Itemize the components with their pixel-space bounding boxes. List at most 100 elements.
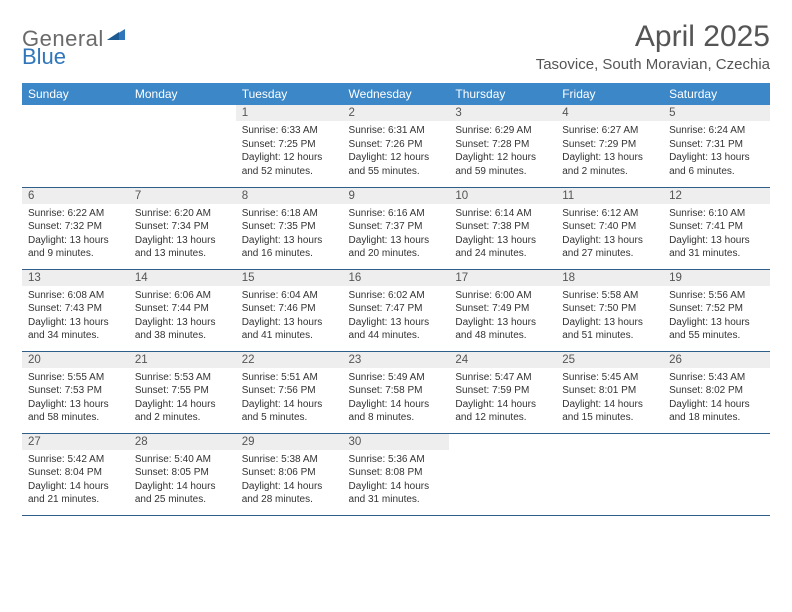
day-details: Sunrise: 6:02 AMSunset: 7:47 PMDaylight:… — [343, 286, 450, 347]
day-details: Sunrise: 6:12 AMSunset: 7:40 PMDaylight:… — [556, 204, 663, 265]
day-details: Sunrise: 6:14 AMSunset: 7:38 PMDaylight:… — [449, 204, 556, 265]
day-details: Sunrise: 6:16 AMSunset: 7:37 PMDaylight:… — [343, 204, 450, 265]
page-header: General April 2025 Tasovice, South Morav… — [22, 20, 770, 73]
day-number: 5 — [663, 105, 770, 121]
day-details: Sunrise: 5:51 AMSunset: 7:56 PMDaylight:… — [236, 368, 343, 429]
day-number: 15 — [236, 270, 343, 286]
day-details: Sunrise: 5:45 AMSunset: 8:01 PMDaylight:… — [556, 368, 663, 429]
weekday-header: Tuesday — [236, 83, 343, 105]
day-number: 29 — [236, 434, 343, 450]
day-number: 4 — [556, 105, 663, 121]
day-number: 7 — [129, 188, 236, 204]
day-number: 22 — [236, 352, 343, 368]
day-details: Sunrise: 5:55 AMSunset: 7:53 PMDaylight:… — [22, 368, 129, 429]
day-number: 21 — [129, 352, 236, 368]
day-number: 26 — [663, 352, 770, 368]
calendar-day-cell: 7Sunrise: 6:20 AMSunset: 7:34 PMDaylight… — [129, 187, 236, 269]
calendar-day-cell: 2Sunrise: 6:31 AMSunset: 7:26 PMDaylight… — [343, 105, 450, 187]
weekday-header: Thursday — [449, 83, 556, 105]
calendar-day-cell: 16Sunrise: 6:02 AMSunset: 7:47 PMDayligh… — [343, 269, 450, 351]
day-details: Sunrise: 6:08 AMSunset: 7:43 PMDaylight:… — [22, 286, 129, 347]
day-details: Sunrise: 5:58 AMSunset: 7:50 PMDaylight:… — [556, 286, 663, 347]
calendar-day-cell: 1Sunrise: 6:33 AMSunset: 7:25 PMDaylight… — [236, 105, 343, 187]
calendar-day-cell: 14Sunrise: 6:06 AMSunset: 7:44 PMDayligh… — [129, 269, 236, 351]
day-number: 13 — [22, 270, 129, 286]
title-block: April 2025 Tasovice, South Moravian, Cze… — [536, 20, 770, 73]
day-number: 9 — [343, 188, 450, 204]
day-details: Sunrise: 6:24 AMSunset: 7:31 PMDaylight:… — [663, 121, 770, 182]
calendar-day-cell — [449, 433, 556, 515]
day-number: 23 — [343, 352, 450, 368]
weekday-header: Friday — [556, 83, 663, 105]
calendar-day-cell: 13Sunrise: 6:08 AMSunset: 7:43 PMDayligh… — [22, 269, 129, 351]
day-number: 28 — [129, 434, 236, 450]
calendar-day-cell: 19Sunrise: 5:56 AMSunset: 7:52 PMDayligh… — [663, 269, 770, 351]
day-details: Sunrise: 6:18 AMSunset: 7:35 PMDaylight:… — [236, 204, 343, 265]
day-details: Sunrise: 5:40 AMSunset: 8:05 PMDaylight:… — [129, 450, 236, 511]
day-number: 19 — [663, 270, 770, 286]
day-details: Sunrise: 6:29 AMSunset: 7:28 PMDaylight:… — [449, 121, 556, 182]
day-number: 24 — [449, 352, 556, 368]
calendar-day-cell: 10Sunrise: 6:14 AMSunset: 7:38 PMDayligh… — [449, 187, 556, 269]
day-details: Sunrise: 6:00 AMSunset: 7:49 PMDaylight:… — [449, 286, 556, 347]
calendar-week-row: 13Sunrise: 6:08 AMSunset: 7:43 PMDayligh… — [22, 269, 770, 351]
day-number: 30 — [343, 434, 450, 450]
day-number: 12 — [663, 188, 770, 204]
day-details: Sunrise: 5:47 AMSunset: 7:59 PMDaylight:… — [449, 368, 556, 429]
calendar-day-cell: 21Sunrise: 5:53 AMSunset: 7:55 PMDayligh… — [129, 351, 236, 433]
calendar-day-cell: 8Sunrise: 6:18 AMSunset: 7:35 PMDaylight… — [236, 187, 343, 269]
calendar-day-cell: 20Sunrise: 5:55 AMSunset: 7:53 PMDayligh… — [22, 351, 129, 433]
calendar-day-cell: 30Sunrise: 5:36 AMSunset: 8:08 PMDayligh… — [343, 433, 450, 515]
calendar-day-cell: 28Sunrise: 5:40 AMSunset: 8:05 PMDayligh… — [129, 433, 236, 515]
calendar-day-cell: 9Sunrise: 6:16 AMSunset: 7:37 PMDaylight… — [343, 187, 450, 269]
calendar-day-cell: 6Sunrise: 6:22 AMSunset: 7:32 PMDaylight… — [22, 187, 129, 269]
calendar-day-cell: 12Sunrise: 6:10 AMSunset: 7:41 PMDayligh… — [663, 187, 770, 269]
day-details: Sunrise: 5:49 AMSunset: 7:58 PMDaylight:… — [343, 368, 450, 429]
day-details: Sunrise: 6:10 AMSunset: 7:41 PMDaylight:… — [663, 204, 770, 265]
day-number: 11 — [556, 188, 663, 204]
day-details: Sunrise: 6:06 AMSunset: 7:44 PMDaylight:… — [129, 286, 236, 347]
calendar-day-cell — [129, 105, 236, 187]
day-details: Sunrise: 6:04 AMSunset: 7:46 PMDaylight:… — [236, 286, 343, 347]
day-number: 25 — [556, 352, 663, 368]
weekday-header: Wednesday — [343, 83, 450, 105]
day-details: Sunrise: 5:38 AMSunset: 8:06 PMDaylight:… — [236, 450, 343, 511]
day-number: 27 — [22, 434, 129, 450]
day-number: 6 — [22, 188, 129, 204]
weekday-header-row: Sunday Monday Tuesday Wednesday Thursday… — [22, 83, 770, 105]
brand-mark-icon — [107, 26, 125, 40]
day-number: 17 — [449, 270, 556, 286]
calendar-day-cell: 23Sunrise: 5:49 AMSunset: 7:58 PMDayligh… — [343, 351, 450, 433]
day-details: Sunrise: 5:56 AMSunset: 7:52 PMDaylight:… — [663, 286, 770, 347]
calendar-table: Sunday Monday Tuesday Wednesday Thursday… — [22, 83, 770, 516]
calendar-day-cell: 29Sunrise: 5:38 AMSunset: 8:06 PMDayligh… — [236, 433, 343, 515]
calendar-day-cell: 11Sunrise: 6:12 AMSunset: 7:40 PMDayligh… — [556, 187, 663, 269]
calendar-day-cell: 4Sunrise: 6:27 AMSunset: 7:29 PMDaylight… — [556, 105, 663, 187]
calendar-day-cell: 5Sunrise: 6:24 AMSunset: 7:31 PMDaylight… — [663, 105, 770, 187]
calendar-day-cell: 26Sunrise: 5:43 AMSunset: 8:02 PMDayligh… — [663, 351, 770, 433]
day-details: Sunrise: 6:20 AMSunset: 7:34 PMDaylight:… — [129, 204, 236, 265]
calendar-week-row: 1Sunrise: 6:33 AMSunset: 7:25 PMDaylight… — [22, 105, 770, 187]
day-details: Sunrise: 6:31 AMSunset: 7:26 PMDaylight:… — [343, 121, 450, 182]
location-text: Tasovice, South Moravian, Czechia — [536, 56, 770, 73]
day-number: 20 — [22, 352, 129, 368]
brand-blue: Blue — [22, 44, 66, 70]
day-number: 18 — [556, 270, 663, 286]
calendar-week-row: 6Sunrise: 6:22 AMSunset: 7:32 PMDaylight… — [22, 187, 770, 269]
calendar-day-cell: 25Sunrise: 5:45 AMSunset: 8:01 PMDayligh… — [556, 351, 663, 433]
day-details: Sunrise: 6:33 AMSunset: 7:25 PMDaylight:… — [236, 121, 343, 182]
day-number: 10 — [449, 188, 556, 204]
day-number: 2 — [343, 105, 450, 121]
day-details: Sunrise: 5:42 AMSunset: 8:04 PMDaylight:… — [22, 450, 129, 511]
calendar-day-cell: 18Sunrise: 5:58 AMSunset: 7:50 PMDayligh… — [556, 269, 663, 351]
calendar-day-cell: 17Sunrise: 6:00 AMSunset: 7:49 PMDayligh… — [449, 269, 556, 351]
day-details: Sunrise: 6:27 AMSunset: 7:29 PMDaylight:… — [556, 121, 663, 182]
day-number: 3 — [449, 105, 556, 121]
calendar-week-row: 27Sunrise: 5:42 AMSunset: 8:04 PMDayligh… — [22, 433, 770, 515]
calendar-day-cell: 3Sunrise: 6:29 AMSunset: 7:28 PMDaylight… — [449, 105, 556, 187]
day-details: Sunrise: 5:36 AMSunset: 8:08 PMDaylight:… — [343, 450, 450, 511]
calendar-day-cell — [22, 105, 129, 187]
calendar-day-cell: 15Sunrise: 6:04 AMSunset: 7:46 PMDayligh… — [236, 269, 343, 351]
day-details: Sunrise: 5:43 AMSunset: 8:02 PMDaylight:… — [663, 368, 770, 429]
calendar-day-cell — [663, 433, 770, 515]
